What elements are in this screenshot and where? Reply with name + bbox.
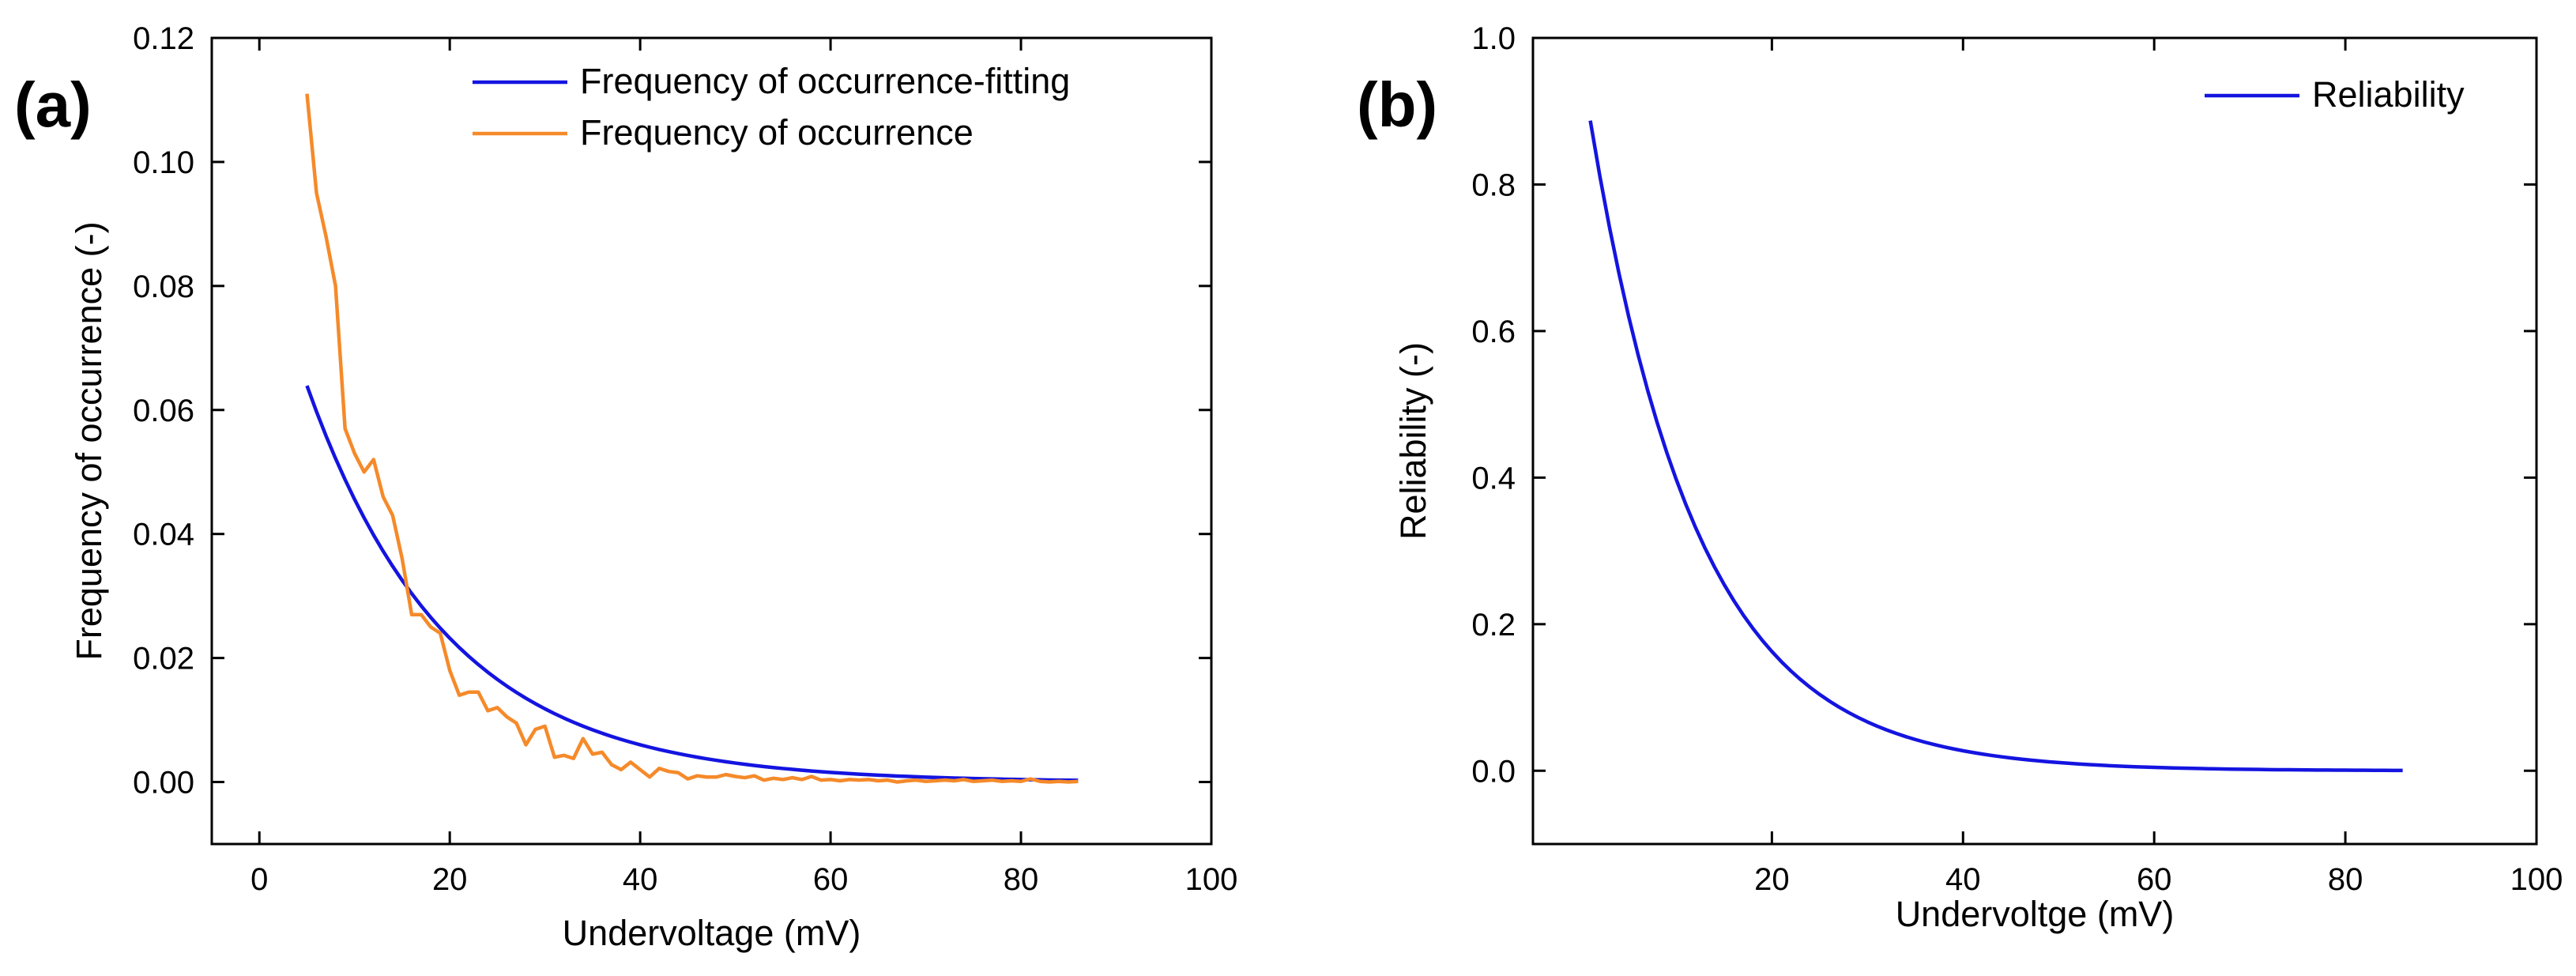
x-tick-label: 0 [250, 862, 268, 897]
panel-label: (b) [1357, 70, 1437, 140]
x-tick-label: 80 [2328, 862, 2363, 897]
x-tick-label: 60 [813, 862, 849, 897]
x-tick-label: 40 [1945, 862, 1981, 897]
y-axis-title: Frequency of occurrence (-) [69, 221, 109, 660]
plot-frame [1531, 36, 2538, 846]
x-tick-label: 20 [432, 862, 468, 897]
legend: Frequency of occurrence-fitting Frequency… [473, 61, 1070, 153]
x-tick-label: 20 [1754, 862, 1790, 897]
panel-a: 0 20 40 60 80 100 0.00 0.02 0.04 0.06 0.08 0.10 0.12… [14, 21, 1237, 953]
x-tick-label: 60 [2137, 862, 2172, 897]
y-tick-label: 0.02 [133, 642, 194, 676]
y-tick-label: 0.2 [1471, 608, 1516, 643]
series-line-reliability [1588, 120, 2403, 773]
legend-label: Reliability [2312, 74, 2465, 115]
y-tick-label: 0.00 [133, 766, 194, 801]
y-tick-label: 0.12 [133, 21, 194, 56]
y-tick-label: 0.04 [133, 518, 194, 552]
series-line-frequency-of-occurrence-fitting [305, 385, 1079, 782]
y-tick-label: 1.0 [1471, 21, 1516, 56]
x-axis-title: Undervoltage (mV) [563, 913, 861, 953]
y-tick-label: 0.4 [1471, 461, 1516, 496]
panel-b: 20 40 60 80 100 0.0 0.2 0.4 0.6 0.8 1.0 Undervoltge… [1357, 21, 2563, 934]
y-tick-label: 0.10 [133, 145, 194, 180]
panel-label: (a) [14, 70, 92, 140]
y-axis-title: Reliability (-) [1393, 342, 1433, 540]
legend-label: Frequency of occurrence [580, 112, 974, 153]
y-tick-label: 0.6 [1471, 315, 1516, 349]
legend-label: Frequency of occurrence-fitting [580, 61, 1070, 101]
y-tick-label: 0.06 [133, 394, 194, 428]
x-tick-label: 80 [1004, 862, 1039, 897]
x-axis-title: Undervoltge (mV) [1896, 894, 2175, 934]
x-tick-label: 40 [623, 862, 658, 897]
x-tick-label: 100 [1185, 862, 1238, 897]
x-tick-label: 100 [2510, 862, 2563, 897]
plot-frame [210, 36, 1213, 846]
series-line-frequency-of-occurrence [305, 93, 1079, 784]
y-tick-label: 0.08 [133, 269, 194, 304]
legend: Reliability [2205, 74, 2465, 115]
y-tick-label: 0.0 [1471, 754, 1516, 789]
y-tick-label: 0.8 [1471, 168, 1516, 202]
